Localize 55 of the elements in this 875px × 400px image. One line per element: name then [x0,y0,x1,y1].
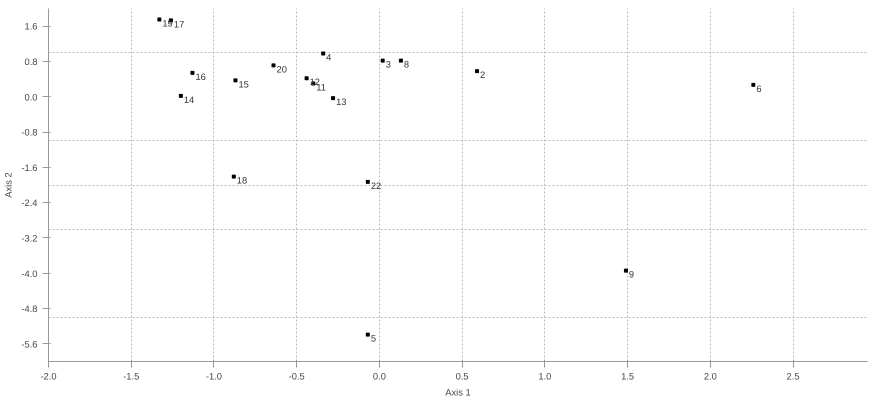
y-tick-label: -3.2 [21,233,38,244]
point [331,96,336,100]
y-tick-label: -1.6 [21,162,38,173]
annotation: 5 [370,334,376,344]
x-tick-label: 0.5 [456,372,469,382]
x-tick-label: 2.5 [786,372,800,382]
annotation: 4 [326,52,332,63]
y-tick-label: -0.8 [21,128,38,138]
annotation: 8 [404,60,410,70]
point [232,174,236,179]
annotation: 9 [628,270,634,280]
point [233,78,238,82]
x-axis-title: Axis 1 [445,388,471,398]
y-tick-label: -2.4 [21,198,38,208]
annotation: 11 [316,82,326,93]
y-axis-title: Axis 2 [3,172,14,198]
x-tick-label: -1.0 [206,372,222,382]
y-tick-label: 1.6 [24,22,38,32]
annotation: 16 [195,72,206,82]
x-tick-label: 1.0 [538,372,552,382]
point [321,52,326,56]
point [304,76,309,80]
point [398,58,403,63]
x-tick-label: -2.0 [40,372,57,382]
point [380,58,385,63]
point [475,69,480,74]
y-tick-label: -5.6 [21,339,38,350]
y-tick-label: -4.0 [21,268,38,279]
point [178,94,183,98]
point [366,332,370,337]
annotation: 3 [386,60,391,70]
annotation: 2 [480,70,486,80]
point [157,18,162,22]
y-tick-label: -4.8 [21,304,38,314]
annotation: 22 [370,180,382,191]
annotation: 20 [276,64,287,74]
annotation: 6 [756,84,762,94]
annotation: 14 [184,94,194,105]
point [190,70,194,75]
annotation: 19 [162,18,173,29]
annotation: 17 [174,19,184,30]
point [624,268,628,273]
x-tick-label: 1.5 [621,372,634,382]
x-tick-label: 2.0 [704,372,717,382]
x-tick-label: 0.0 [372,372,386,382]
y-tick-label: 0.8 [24,56,38,67]
point [366,180,370,184]
x-tick-label: -0.5 [288,372,305,382]
point [751,82,756,87]
annotation: 13 [336,97,346,108]
point [272,63,276,68]
annotation: 15 [238,79,249,90]
y-tick-label: 0.0 [24,92,38,102]
x-tick-label: -1.5 [123,372,140,382]
annotation: 18 [236,176,248,186]
